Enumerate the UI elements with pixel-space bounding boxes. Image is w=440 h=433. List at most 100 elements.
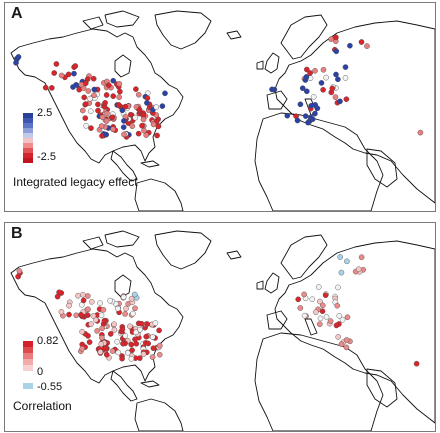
panel-a-site-marker <box>328 36 334 42</box>
panel-b-site-marker <box>149 334 156 340</box>
panel-a-site-marker <box>109 114 116 121</box>
panel-b-site-marker <box>80 297 87 304</box>
panel-a-site-marker <box>116 94 122 100</box>
panel-a-site-marker <box>82 115 89 121</box>
panel-b-site-marker <box>94 328 100 334</box>
panel-b-site-marker <box>99 325 105 332</box>
panel-a-site-marker <box>13 60 19 66</box>
panel-a-site-marker <box>110 93 116 99</box>
panel-b-site-marker <box>355 266 362 273</box>
panel-a-site-marker <box>417 129 424 136</box>
panel-a-site-marker <box>135 130 142 137</box>
panel-a-site-marker <box>49 85 55 91</box>
panel-b-site-marker <box>322 292 329 298</box>
panel-a-site-marker <box>364 43 370 49</box>
panel-a-site-marker <box>140 116 147 123</box>
panel-b-site-marker <box>80 291 86 298</box>
panel-b-site-marker <box>131 291 138 298</box>
panel-b-coastline-5 <box>110 370 138 402</box>
panel-b-site-marker <box>143 333 149 340</box>
panel-a-site-marker <box>103 92 110 98</box>
panel-a-site-marker <box>323 74 329 81</box>
panel-b-site-marker <box>111 321 117 327</box>
panel-a-site-marker <box>132 114 138 121</box>
panel-b-site-marker <box>66 311 72 318</box>
panel-a-site-marker <box>87 108 94 115</box>
panel-b-site-marker <box>337 254 344 260</box>
panel-b-site-marker <box>73 312 79 319</box>
panel-a-site-marker <box>299 85 306 91</box>
panel-a-coastline-16 <box>366 148 398 188</box>
panel-b-site-marker <box>317 298 323 305</box>
panel-b-site-marker <box>85 293 91 299</box>
panel-a-legend-swatch <box>23 128 33 133</box>
panel-b-site-marker <box>109 348 116 354</box>
panel-a-site-marker <box>81 94 87 101</box>
panel-a-site-marker <box>110 77 116 84</box>
panel-a-site-marker <box>65 71 72 78</box>
panel-a-site-marker <box>333 48 340 55</box>
panel-a-site-marker <box>91 92 97 99</box>
panel-a-site-marker <box>78 81 84 88</box>
panel-a-coastline-10 <box>256 60 264 70</box>
panel-a-site-marker <box>139 122 145 129</box>
panel-b-site-marker <box>128 355 135 362</box>
panel-b-coastline-0 <box>10 248 184 384</box>
panel-b-site-marker <box>343 344 350 351</box>
panel-b-site-marker <box>122 333 129 339</box>
panel-b-site-marker <box>338 341 345 347</box>
panel-a-site-marker <box>72 63 79 69</box>
panel-a-site-marker <box>162 90 168 97</box>
panel-a-site-marker <box>119 107 126 114</box>
panel-b-site-marker <box>150 345 157 351</box>
panel-a-site-marker <box>337 98 343 105</box>
panel-a-site-marker <box>87 95 93 102</box>
panel-b-legend-title: Correlation <box>13 399 72 413</box>
panel-b-site-marker <box>133 329 139 336</box>
panel-a-site-marker <box>70 84 76 90</box>
panel-b-site-marker <box>344 314 351 320</box>
panel-b-site-marker <box>358 254 365 261</box>
panel-a-site-marker <box>312 68 318 74</box>
panel-a-site-marker <box>294 117 301 124</box>
panel-a-coastline-13 <box>266 90 288 110</box>
panel-a-site-marker <box>53 61 60 67</box>
panel-b-site-marker <box>66 302 72 309</box>
panel-b-site-marker <box>56 289 62 296</box>
panel-b-site-marker <box>123 305 129 312</box>
panel-b-site-marker <box>115 349 122 356</box>
panel-a-site-marker <box>117 88 123 95</box>
panel-a-site-marker <box>302 113 309 119</box>
panel-a-site-marker <box>129 123 136 129</box>
panel-b-site-marker <box>140 351 147 357</box>
panel-b-site-marker <box>99 334 105 341</box>
panel-a-site-marker <box>309 116 316 122</box>
panel-a-coastline-6 <box>140 160 160 168</box>
panel-a-site-marker <box>58 72 65 79</box>
panel-b-site-marker <box>98 341 104 347</box>
panel-b-site-marker <box>301 291 307 298</box>
panel-b-site-marker <box>316 321 323 327</box>
panel-b-coastline-1 <box>114 274 132 298</box>
panel-b-coastline-8 <box>226 250 242 260</box>
panel-b-site-marker <box>319 302 326 309</box>
panel-a-site-marker <box>15 54 22 60</box>
panel-b-site-marker <box>132 305 138 312</box>
panel-a-coastline-3 <box>104 10 140 28</box>
panel-a-legend-swatch <box>23 143 33 148</box>
panel-a-coastline-12 <box>274 20 435 204</box>
panel-a-site-marker <box>342 75 349 81</box>
panel-a-site-marker <box>335 76 341 83</box>
panel-a-site-marker <box>104 110 110 117</box>
panel-b-coastline-7 <box>134 398 184 431</box>
panel-b-legend-swatch <box>23 347 33 353</box>
panel-a-legend-min: -2.5 <box>37 151 56 163</box>
panel-b-legend-swatch <box>23 359 33 365</box>
panel-a-site-marker <box>85 88 92 94</box>
panel-b-site-marker <box>128 341 135 348</box>
panel-a-legend-title: Integrated legacy effect <box>13 175 138 189</box>
panel-a-coastline-0 <box>10 28 184 164</box>
panel-a-coastline-9 <box>264 52 280 74</box>
panel-b-site-marker <box>327 318 334 324</box>
panel-a-site-marker <box>333 71 339 78</box>
